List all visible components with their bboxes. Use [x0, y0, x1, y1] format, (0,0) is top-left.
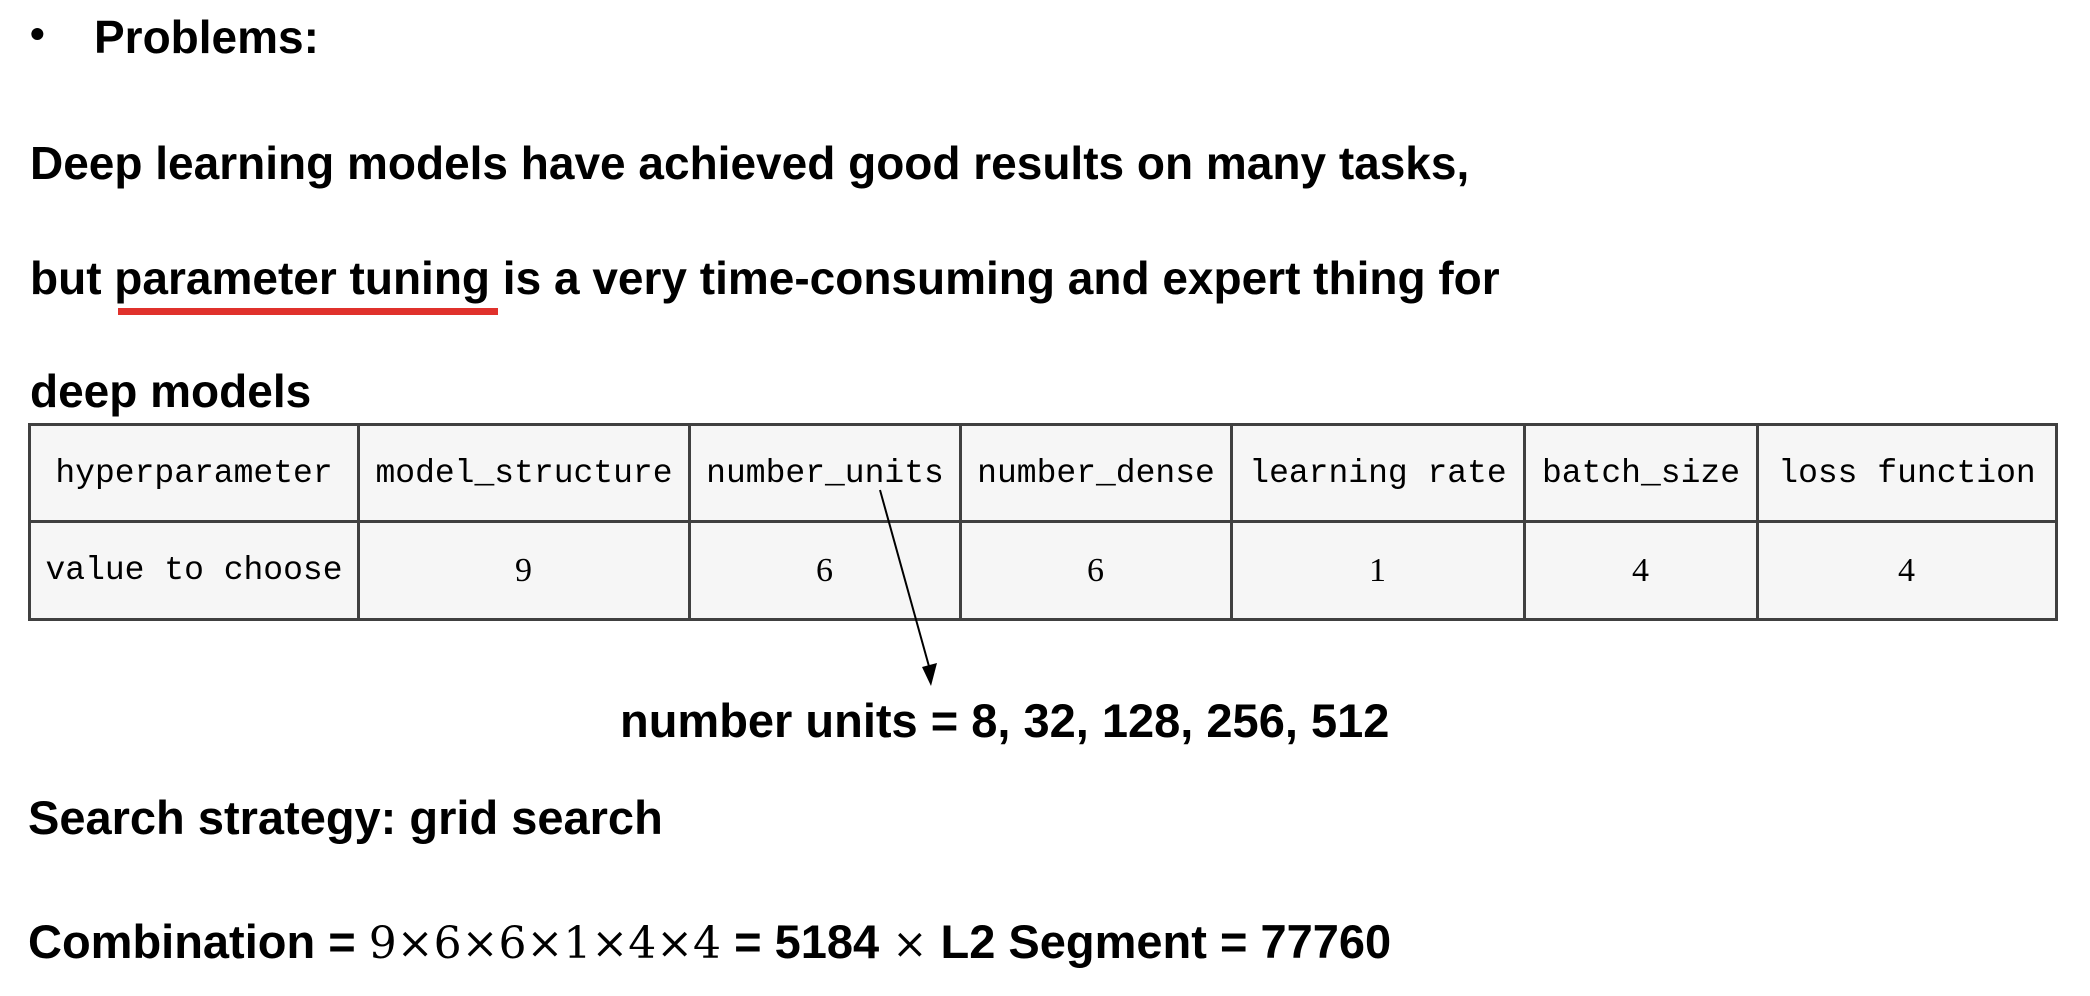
paragraph-line-3: deep models — [30, 365, 312, 417]
table-cell: model_structure — [357, 423, 691, 523]
line-2-suffix: is a very time-consuming and expert thin… — [490, 252, 1500, 304]
paragraph-line-1: Deep learning models have achieved good … — [30, 137, 1470, 189]
table-cell: batch_size — [1523, 423, 1759, 523]
highlighted-term: parameter tuning — [114, 252, 491, 304]
combination-suffix: L2 Segment = 77760 — [927, 915, 1392, 968]
hyperparameter-table: hyperparameter model_structure number_un… — [28, 423, 2058, 621]
table-cell: 9 — [357, 520, 691, 621]
table-cell: hyperparameter — [28, 423, 360, 523]
table-cell: loss function — [1756, 423, 2058, 523]
table-cell: 4 — [1756, 520, 2058, 621]
table-cell: number_dense — [959, 423, 1233, 523]
search-strategy: Search strategy: grid search — [28, 791, 663, 844]
combination-line: Combination = 9×6×6×1×4×4 = 5184 × L2 Se… — [28, 914, 1391, 969]
times-icon: × — [892, 919, 928, 968]
table-cell: 1 — [1230, 520, 1526, 621]
table-cell: 4 — [1523, 520, 1759, 621]
table-row: value to choose 9 6 6 1 4 4 — [28, 520, 2058, 621]
problems-heading: Problems: — [94, 11, 319, 63]
paragraph-line-2: but parameter tuning is a very time-cons… — [30, 251, 1500, 305]
number-units-note: number units = 8, 32, 128, 256, 512 — [620, 694, 1390, 747]
table-cell: 6 — [688, 520, 962, 621]
table-cell: value to choose — [28, 520, 360, 621]
combination-prefix: Combination = — [28, 915, 369, 968]
table-cell: 6 — [959, 520, 1233, 621]
bullet-icon: • — [30, 10, 45, 57]
line-2-prefix: but — [30, 252, 115, 304]
table-cell: number_units — [688, 423, 962, 523]
combination-expression: 9×6×6×1×4×4 — [368, 918, 722, 969]
table-cell: learning rate — [1230, 423, 1526, 523]
combination-product: = 5184 — [721, 915, 893, 968]
red-underline — [118, 308, 498, 315]
table-header-row: hyperparameter model_structure number_un… — [28, 423, 2058, 523]
